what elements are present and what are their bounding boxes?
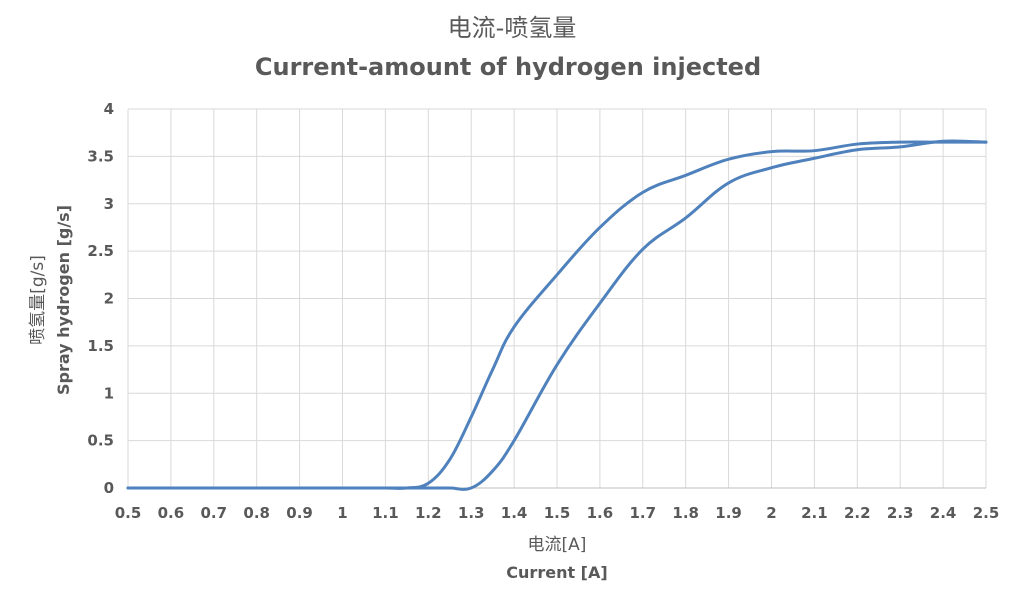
x-axis-title-cn: 电流[A] [528, 535, 587, 555]
x-tick-labels: 0.5 0.6 0.7 0.8 0.9 1 1.1 1.2 1.3 1.4 1.5 1.6 1.7 1.8… [115, 504, 1000, 522]
y-tick-label: 4 [104, 100, 114, 118]
y-tick-label: 3 [104, 195, 114, 213]
x-axis-title: Current [A] [506, 563, 607, 582]
x-tick-label: 2.2 [844, 504, 871, 522]
x-tick-label: 2.3 [887, 504, 914, 522]
x-tick-label: 1.4 [501, 504, 528, 522]
x-tick-label: 2.1 [801, 504, 828, 522]
x-tick-label: 1.1 [372, 504, 399, 522]
y-tick-label: 1 [104, 384, 114, 402]
x-tick-label: 0.8 [243, 504, 270, 522]
x-tick-label: 1 [337, 504, 347, 522]
x-tick-label: 1.8 [672, 504, 699, 522]
series-lines [126, 139, 988, 491]
x-tick-label: 2.4 [930, 504, 957, 522]
x-tick-label: 1.3 [458, 504, 485, 522]
y-tick-label: 2.5 [87, 242, 114, 260]
chart-title-en: Current-amount of hydrogen injected [255, 53, 761, 81]
x-tick-label: 0.7 [201, 504, 228, 522]
series-line-2 [126, 139, 988, 491]
x-tick-label: 1.2 [415, 504, 442, 522]
y-tick-labels: 0 0.5 1 1.5 2 2.5 3 3.5 4 [87, 100, 114, 497]
x-tick-label: 2.5 [973, 504, 1000, 522]
x-tick-label: 1.7 [630, 504, 657, 522]
y-axis-title-cn: 喷氢量[g/s] [28, 255, 48, 345]
y-axis-title: Spray hydrogen [g/s] [54, 205, 73, 395]
y-tick-label: 0.5 [87, 432, 114, 450]
y-tick-label: 1.5 [87, 337, 114, 355]
x-tick-label: 0.6 [158, 504, 185, 522]
y-tick-label: 0 [104, 479, 114, 497]
x-tick-label: 2 [766, 504, 776, 522]
x-tick-label: 1.5 [544, 504, 571, 522]
x-tick-label: 0.5 [115, 504, 142, 522]
x-tick-label: 0.9 [286, 504, 313, 522]
y-tick-label: 2 [104, 290, 114, 308]
x-tick-label: 1.6 [587, 504, 614, 522]
y-tick-label: 3.5 [87, 147, 114, 165]
x-tick-label: 1.9 [715, 504, 742, 522]
chart-title-cn: 电流-喷氢量 [448, 14, 577, 42]
gridlines [127, 108, 987, 489]
